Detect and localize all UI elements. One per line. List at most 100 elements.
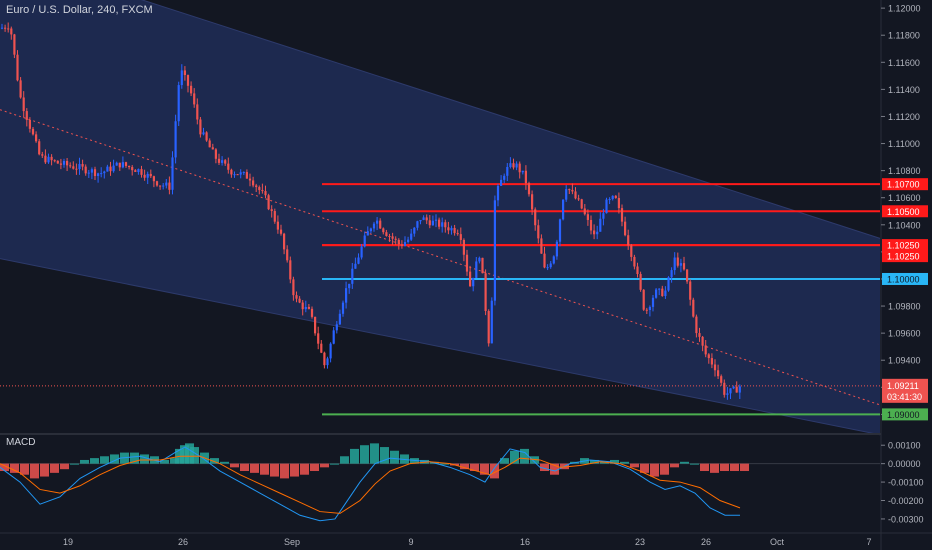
candle-body: [283, 233, 286, 250]
candle-body: [611, 195, 614, 200]
candle-body: [627, 235, 630, 246]
macd-histogram-bar: [170, 458, 179, 464]
x-tick-label: 16: [520, 537, 530, 547]
candle-body: [636, 266, 639, 275]
candle-body: [586, 214, 589, 220]
candle-body: [84, 166, 87, 174]
candle-body: [279, 229, 283, 234]
candle-body: [255, 185, 258, 188]
candle-body: [202, 132, 205, 135]
macd-histogram-bar: [30, 463, 39, 479]
candle-body: [704, 345, 707, 355]
candle-body: [676, 257, 679, 266]
candle-body: [13, 34, 16, 55]
candle-body: [608, 199, 611, 201]
candle-body: [549, 263, 552, 268]
candle-body: [152, 176, 155, 182]
y-tick-label: 1.12000: [888, 4, 921, 14]
candle-body: [487, 310, 490, 344]
candle-body: [208, 140, 211, 148]
candle-body: [332, 330, 335, 344]
x-tick-label: 7: [866, 537, 871, 547]
candle-body: [106, 166, 109, 172]
candle-body: [155, 181, 159, 186]
macd-histogram-bar: [110, 454, 119, 464]
macd-histogram-bar: [410, 458, 419, 464]
candle-body: [438, 219, 441, 227]
level-tag-label: 1.10700: [887, 180, 920, 190]
candle-body: [574, 191, 577, 199]
macd-y-tick-label: -0.00100: [888, 478, 924, 488]
macd-histogram-bar: [670, 463, 679, 468]
candle-body: [524, 170, 527, 184]
candle-body: [87, 172, 90, 174]
candle-body: [664, 290, 667, 297]
candle-body: [614, 195, 617, 198]
candle-body: [413, 227, 416, 234]
candle-body: [165, 182, 168, 186]
candle-body: [326, 358, 329, 366]
macd-histogram-bar: [10, 463, 19, 473]
candle-body: [177, 85, 180, 122]
candle-body: [224, 160, 227, 164]
level-tag-bg: [882, 250, 928, 263]
candle-body: [345, 288, 348, 303]
macd-histogram-bar: [290, 463, 299, 477]
candle-body: [400, 244, 403, 246]
candle-body: [186, 75, 190, 86]
candle-body: [149, 173, 152, 177]
candle-body: [707, 354, 710, 359]
candle-body: [686, 269, 689, 282]
macd-histogram-bar: [620, 461, 629, 464]
candle-body: [273, 211, 276, 222]
candle-body: [44, 155, 47, 163]
candle-body: [456, 233, 459, 235]
macd-histogram-bar: [210, 458, 219, 464]
candle-body: [372, 223, 376, 229]
macd-histogram-bar: [700, 463, 709, 472]
candle-body: [183, 70, 186, 76]
y-tick-label: 1.11600: [888, 58, 920, 68]
candle-body: [667, 277, 670, 291]
y-tick-label: 1.09600: [888, 329, 921, 339]
candle-body: [128, 165, 131, 168]
candle-body: [267, 195, 270, 210]
candle-body: [146, 173, 149, 178]
candle-body: [50, 156, 53, 161]
candle-body: [410, 233, 413, 240]
candle-body: [379, 220, 382, 229]
candle-body: [304, 306, 307, 310]
candle-body: [425, 217, 428, 221]
candle-body: [7, 28, 10, 30]
candle-body: [97, 173, 100, 176]
chart-title: Euro / U.S. Dollar, 240, FXCM: [6, 4, 153, 16]
candle-body: [121, 162, 124, 168]
candle-body: [639, 274, 642, 290]
candle-body: [661, 288, 664, 297]
candle-body: [531, 194, 534, 210]
candle-body: [376, 220, 379, 224]
candle-body: [109, 166, 112, 172]
candle-body: [447, 227, 450, 231]
candle-body: [348, 283, 351, 289]
candle-body: [301, 302, 304, 310]
candle-body: [66, 160, 69, 166]
candle-body: [59, 163, 62, 165]
candle-body: [441, 222, 444, 227]
candle-body: [90, 169, 93, 173]
x-tick-label: Oct: [770, 537, 785, 547]
candle-body: [314, 316, 317, 334]
candle-body: [180, 70, 183, 86]
candle-body: [555, 241, 558, 257]
candle-body: [543, 253, 546, 268]
x-tick-label: 19: [63, 537, 73, 547]
level-tag-label: 1.10000: [887, 274, 920, 284]
candle-body: [317, 333, 320, 344]
x-tick-label: 26: [178, 537, 188, 547]
macd-histogram-bar: [130, 452, 139, 464]
candle-body: [69, 165, 72, 167]
macd-y-tick-label: 0.00000: [888, 459, 921, 469]
candle-body: [103, 171, 106, 174]
candle-body: [248, 178, 252, 181]
macd-histogram-bar: [340, 456, 349, 464]
